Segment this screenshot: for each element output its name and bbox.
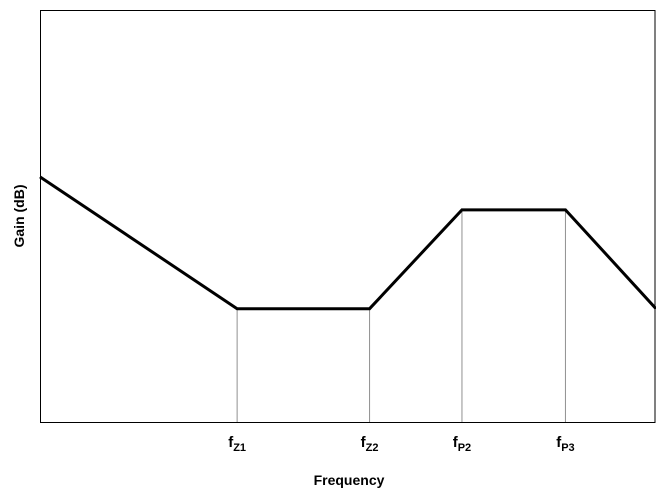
tick-label-z1: fZ1 [228, 434, 246, 454]
tick-label-p3: fP3 [556, 434, 574, 454]
gain-curve [39, 175, 656, 311]
y-axis-label: Gain (dB) [11, 185, 27, 248]
x-axis-label: Frequency [314, 472, 385, 488]
plot-frame [40, 10, 656, 423]
tick-labels: fZ1 fZ2 fP2 fP3 [228, 434, 574, 454]
tick-label-p2: fP2 [453, 434, 471, 454]
plot-area [39, 10, 656, 423]
tick-label-z2: fZ2 [361, 434, 379, 454]
